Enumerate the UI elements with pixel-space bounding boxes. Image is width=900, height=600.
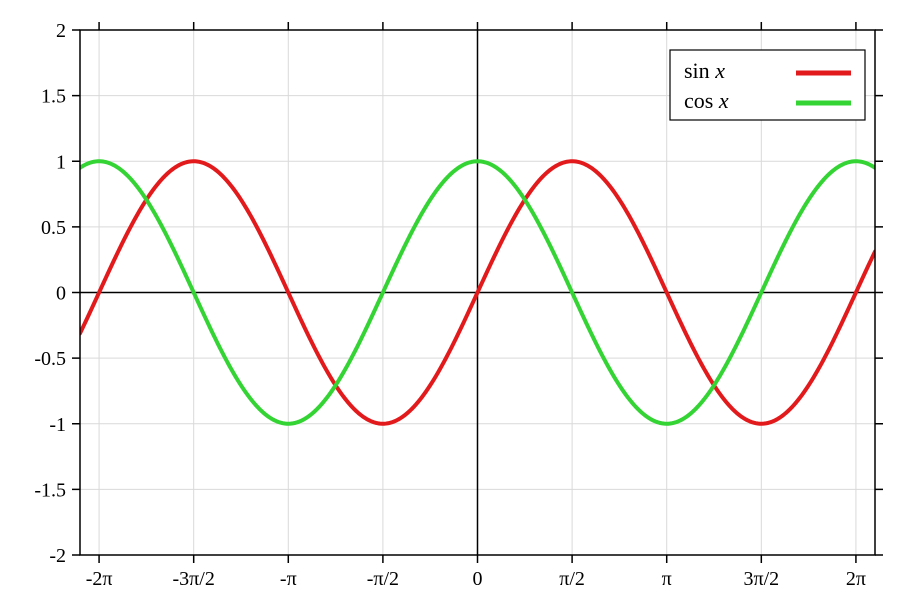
x-tick-label: -π/2 [367, 568, 399, 590]
y-tick-label: -1.5 [34, 479, 66, 501]
x-tick-label: 0 [473, 568, 483, 590]
y-tick-label: -2 [49, 545, 66, 567]
legend-label-cos: cos x [684, 88, 729, 113]
y-tick-label: -0.5 [34, 348, 66, 370]
legend-label-sin: sin x [684, 58, 725, 83]
x-tick-label: -2π [86, 568, 113, 590]
trig-chart: -2π -3π/2 -π -π/2 0 π/2 π 3π/2 2π -2 -1.5 -1 -0.5 0 0.… [0, 0, 900, 600]
y-tick-label: 0.5 [41, 217, 66, 239]
x-tick-label: -π [280, 568, 297, 590]
y-tick-label: 1 [56, 151, 66, 173]
y-tick-label: 1.5 [41, 86, 66, 108]
x-tick-label: 3π/2 [743, 568, 779, 590]
y-tick-label: -1 [49, 414, 66, 436]
y-tick-label: 0 [56, 283, 66, 305]
x-tick-label: π [662, 568, 672, 590]
y-tick-label: 2 [56, 20, 66, 42]
x-tick-label: π/2 [559, 568, 585, 590]
x-tick-label: 2π [846, 568, 866, 590]
x-tick-label: -3π/2 [173, 568, 215, 590]
